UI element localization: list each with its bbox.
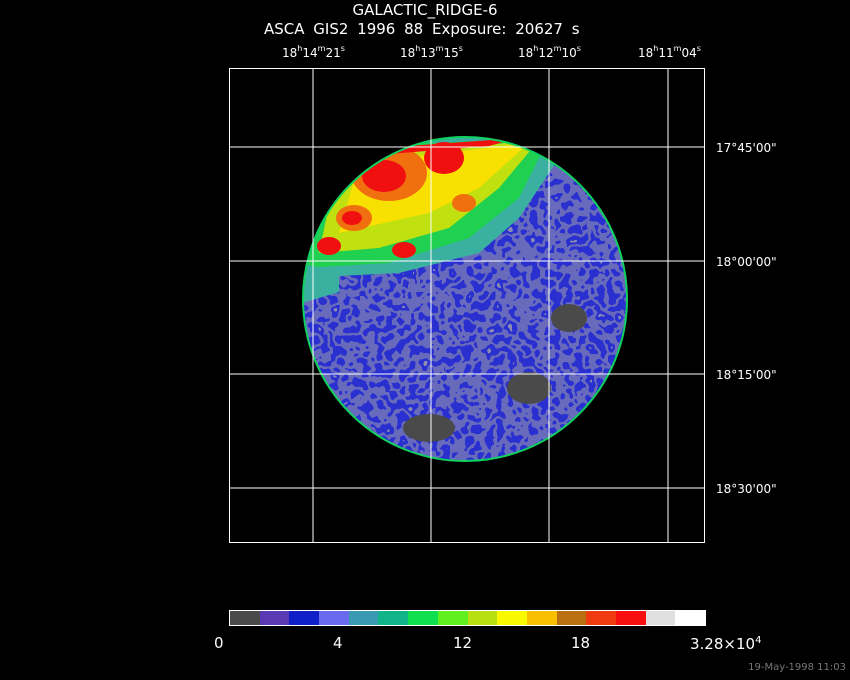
colorbar-label: 0 [214, 634, 224, 652]
colorbar-swatch [497, 611, 527, 625]
ra-tick-label: 18h12m10s [518, 44, 581, 60]
dec-tick-label: 17°45'00" [716, 141, 777, 155]
colorbar-swatch [289, 611, 320, 625]
colorbar-label: 4 [333, 634, 343, 652]
dec-tick-label: 18°30'00" [716, 482, 777, 496]
colorbar-swatch [645, 611, 676, 625]
colorbar-swatch [408, 611, 438, 625]
colorbar-swatch [378, 611, 409, 625]
ra-tick-label: 18h14m21s [282, 44, 345, 60]
colorbar-label: 18 [571, 634, 591, 652]
colorbar-swatch [319, 611, 349, 625]
colorbar-label: 12 [453, 634, 473, 652]
colorbar [229, 610, 706, 626]
colorbar-swatch [467, 611, 498, 625]
colorbar-swatch [556, 611, 587, 625]
dec-tick-label: 18°15'00" [716, 368, 777, 382]
colorbar-swatch [526, 611, 557, 625]
image-frame [229, 68, 705, 543]
ra-tick-label: 18h13m15s [400, 44, 463, 60]
colorbar-swatch [675, 611, 705, 625]
dec-tick-label: 18°00'00" [716, 255, 777, 269]
colorbar-swatch [586, 611, 616, 625]
colorbar-swatch [615, 611, 646, 625]
image-title: GALACTIC_RIDGE-6 [352, 1, 498, 19]
ra-tick-label: 18h11m04s [638, 44, 701, 60]
image-subtitle: ASCA GIS2 1996 88 Exposure: 20627 s [264, 20, 580, 38]
colorbar-max-label: 3.28×104 [690, 635, 762, 653]
colorbar-swatch [437, 611, 468, 625]
xray-intensity-map [229, 68, 705, 543]
colorbar-swatch [348, 611, 379, 625]
colorbar-swatch [230, 611, 260, 625]
timestamp: 19-May-1998 11:03 [748, 662, 846, 673]
colorbar-swatch [259, 611, 290, 625]
